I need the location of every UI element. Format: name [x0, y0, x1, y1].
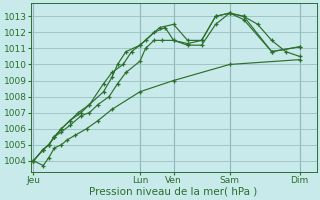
X-axis label: Pression niveau de la mer( hPa ): Pression niveau de la mer( hPa )	[90, 187, 258, 197]
